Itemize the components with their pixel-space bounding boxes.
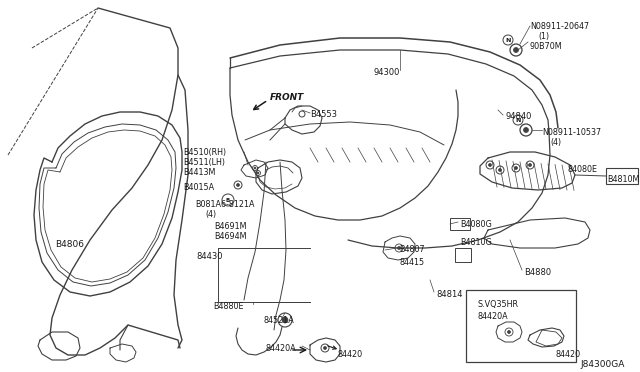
Bar (450, 218, 470, 230)
Text: 84814: 84814 (436, 290, 463, 299)
Circle shape (508, 330, 511, 334)
Text: 94300: 94300 (373, 68, 399, 77)
Circle shape (520, 124, 532, 136)
Text: N08911-20647: N08911-20647 (530, 22, 589, 31)
Circle shape (323, 346, 326, 350)
Text: B4694M: B4694M (214, 232, 246, 241)
Text: 84420A: 84420A (478, 312, 509, 321)
Circle shape (254, 167, 256, 169)
Text: B4880: B4880 (524, 268, 551, 277)
Text: B4880E: B4880E (213, 302, 243, 311)
Text: (4): (4) (550, 138, 561, 147)
Text: B4810M: B4810M (607, 175, 639, 184)
Text: (4): (4) (205, 210, 216, 219)
Circle shape (524, 128, 529, 132)
Text: 84420: 84420 (337, 350, 362, 359)
Text: B4807: B4807 (399, 245, 424, 254)
Circle shape (512, 164, 520, 172)
Text: B081A6-8121A: B081A6-8121A (195, 200, 255, 209)
Text: FRONT: FRONT (270, 93, 304, 103)
Circle shape (486, 161, 494, 169)
Text: B4511(LH): B4511(LH) (183, 158, 225, 167)
Circle shape (515, 167, 518, 170)
Circle shape (526, 161, 534, 169)
Text: 84420A: 84420A (266, 344, 296, 353)
Text: 84521A: 84521A (264, 316, 295, 325)
Text: B4015A: B4015A (183, 183, 214, 192)
Text: N: N (515, 118, 521, 122)
Circle shape (505, 328, 513, 336)
Circle shape (488, 164, 492, 167)
Bar (606, 168, 638, 184)
Bar (466, 290, 576, 362)
Circle shape (282, 317, 288, 323)
Circle shape (222, 194, 234, 206)
Text: J84300GA: J84300GA (580, 360, 625, 369)
Circle shape (278, 313, 292, 327)
Circle shape (513, 115, 523, 125)
Text: N: N (506, 38, 511, 42)
Circle shape (397, 247, 401, 250)
Circle shape (510, 44, 522, 56)
Text: N08911-10537: N08911-10537 (542, 128, 601, 137)
Text: (1): (1) (538, 32, 549, 41)
Text: B4810G: B4810G (460, 238, 492, 247)
Circle shape (234, 181, 242, 189)
Text: 84415: 84415 (399, 258, 424, 267)
Text: B4806: B4806 (55, 240, 84, 249)
Circle shape (299, 111, 305, 117)
Circle shape (513, 48, 518, 52)
Circle shape (395, 244, 403, 252)
Text: B4080G: B4080G (460, 220, 492, 229)
Circle shape (321, 344, 329, 352)
Circle shape (237, 183, 239, 186)
Text: B4510(RH): B4510(RH) (183, 148, 226, 157)
Text: S.VQ35HR: S.VQ35HR (478, 300, 519, 309)
Circle shape (496, 166, 504, 174)
Circle shape (503, 35, 513, 45)
Circle shape (253, 166, 257, 170)
Circle shape (529, 164, 531, 167)
Circle shape (499, 169, 502, 171)
Text: 94840: 94840 (505, 112, 531, 121)
Text: 84420: 84420 (556, 350, 581, 359)
Text: 84080E: 84080E (567, 165, 597, 174)
Text: B4413M: B4413M (183, 168, 216, 177)
Text: 84430: 84430 (196, 252, 223, 261)
Text: B4553: B4553 (310, 110, 337, 119)
Circle shape (257, 172, 259, 174)
Text: B: B (226, 198, 230, 202)
Circle shape (255, 170, 260, 176)
Text: B4691M: B4691M (214, 222, 246, 231)
Bar (455, 248, 471, 262)
Text: 90B70M: 90B70M (530, 42, 563, 51)
